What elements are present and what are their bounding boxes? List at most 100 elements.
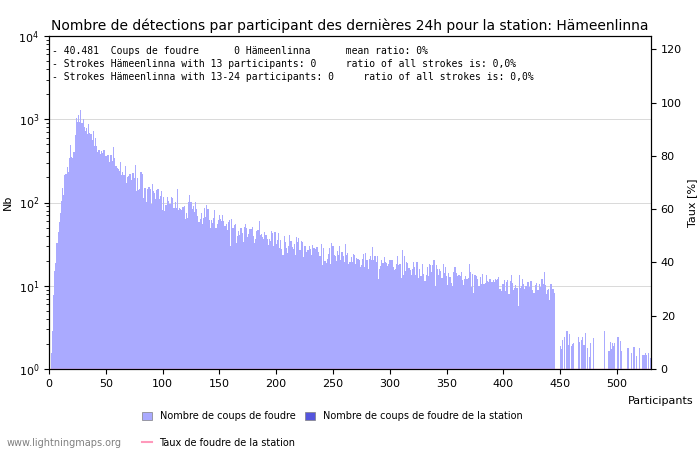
Bar xyxy=(571,346,572,450)
Bar xyxy=(146,202,147,450)
Bar xyxy=(636,356,637,450)
Bar xyxy=(439,269,440,450)
Bar xyxy=(174,202,176,450)
Bar xyxy=(86,129,87,450)
Bar xyxy=(247,237,248,450)
Bar xyxy=(244,227,245,450)
Bar xyxy=(193,206,194,450)
Bar xyxy=(446,276,447,450)
Bar xyxy=(536,283,537,450)
Bar xyxy=(377,256,378,450)
Bar xyxy=(482,274,484,450)
Bar xyxy=(547,290,548,450)
Bar xyxy=(387,266,388,450)
Bar xyxy=(99,153,101,450)
Bar xyxy=(448,273,449,450)
Bar xyxy=(256,231,258,450)
Bar xyxy=(187,218,188,450)
Bar xyxy=(314,248,316,450)
Bar xyxy=(110,155,111,450)
Bar xyxy=(158,189,159,450)
Bar xyxy=(245,224,246,450)
Bar xyxy=(437,269,438,450)
Bar xyxy=(468,278,469,450)
Bar xyxy=(513,290,514,450)
Bar xyxy=(589,357,590,450)
Bar xyxy=(555,369,556,450)
Bar xyxy=(466,279,468,450)
Bar xyxy=(176,207,177,450)
Bar xyxy=(298,238,300,450)
Bar xyxy=(398,265,400,450)
Bar xyxy=(604,331,605,450)
Bar xyxy=(171,197,172,450)
Bar xyxy=(429,264,430,450)
Bar xyxy=(514,288,515,450)
Bar xyxy=(113,147,114,450)
Bar xyxy=(62,188,63,450)
Bar xyxy=(488,282,489,450)
Bar xyxy=(304,246,305,450)
Bar xyxy=(469,264,470,450)
Bar xyxy=(152,184,153,450)
Bar xyxy=(397,256,398,450)
Bar xyxy=(190,202,192,450)
Bar xyxy=(462,280,463,450)
Bar xyxy=(64,175,66,450)
Bar xyxy=(463,285,464,450)
Bar xyxy=(236,243,237,450)
Bar xyxy=(60,213,61,450)
Bar xyxy=(211,220,212,450)
Bar xyxy=(650,358,652,450)
Bar xyxy=(262,238,263,450)
Bar xyxy=(300,241,302,450)
Bar xyxy=(122,171,123,450)
Bar xyxy=(578,338,579,450)
Bar xyxy=(101,151,102,450)
Bar xyxy=(66,167,68,450)
Bar xyxy=(458,275,460,450)
Bar xyxy=(177,189,178,450)
Bar xyxy=(327,259,328,450)
Bar xyxy=(336,261,337,450)
Bar xyxy=(478,286,479,450)
Bar xyxy=(272,233,273,450)
Bar xyxy=(456,273,457,450)
Bar xyxy=(246,228,247,450)
Bar xyxy=(294,244,295,450)
Bar xyxy=(564,337,565,450)
Bar xyxy=(562,340,563,450)
Bar xyxy=(515,285,517,450)
Bar xyxy=(188,202,189,450)
Bar xyxy=(388,264,389,450)
Bar xyxy=(126,183,127,450)
Bar xyxy=(216,224,218,450)
Bar xyxy=(137,178,138,450)
Bar xyxy=(580,369,581,450)
Bar xyxy=(517,306,519,450)
Bar xyxy=(230,246,231,450)
Bar xyxy=(347,253,349,450)
Bar xyxy=(130,174,132,450)
Bar xyxy=(232,228,234,450)
Bar xyxy=(75,135,76,450)
Bar xyxy=(114,158,116,450)
Bar xyxy=(538,290,539,450)
Bar xyxy=(302,242,303,450)
Bar xyxy=(615,369,617,450)
Bar xyxy=(444,266,446,450)
Bar xyxy=(386,263,387,450)
Bar xyxy=(605,369,606,450)
Bar xyxy=(557,369,559,450)
Bar xyxy=(138,190,139,450)
Bar xyxy=(220,220,221,450)
Bar xyxy=(556,369,557,450)
Bar xyxy=(88,125,90,450)
Bar xyxy=(645,353,646,450)
Bar xyxy=(50,353,52,450)
Bar xyxy=(484,283,486,450)
Bar xyxy=(648,353,650,450)
Bar xyxy=(639,348,640,450)
Bar xyxy=(117,168,118,450)
Bar xyxy=(427,266,428,450)
